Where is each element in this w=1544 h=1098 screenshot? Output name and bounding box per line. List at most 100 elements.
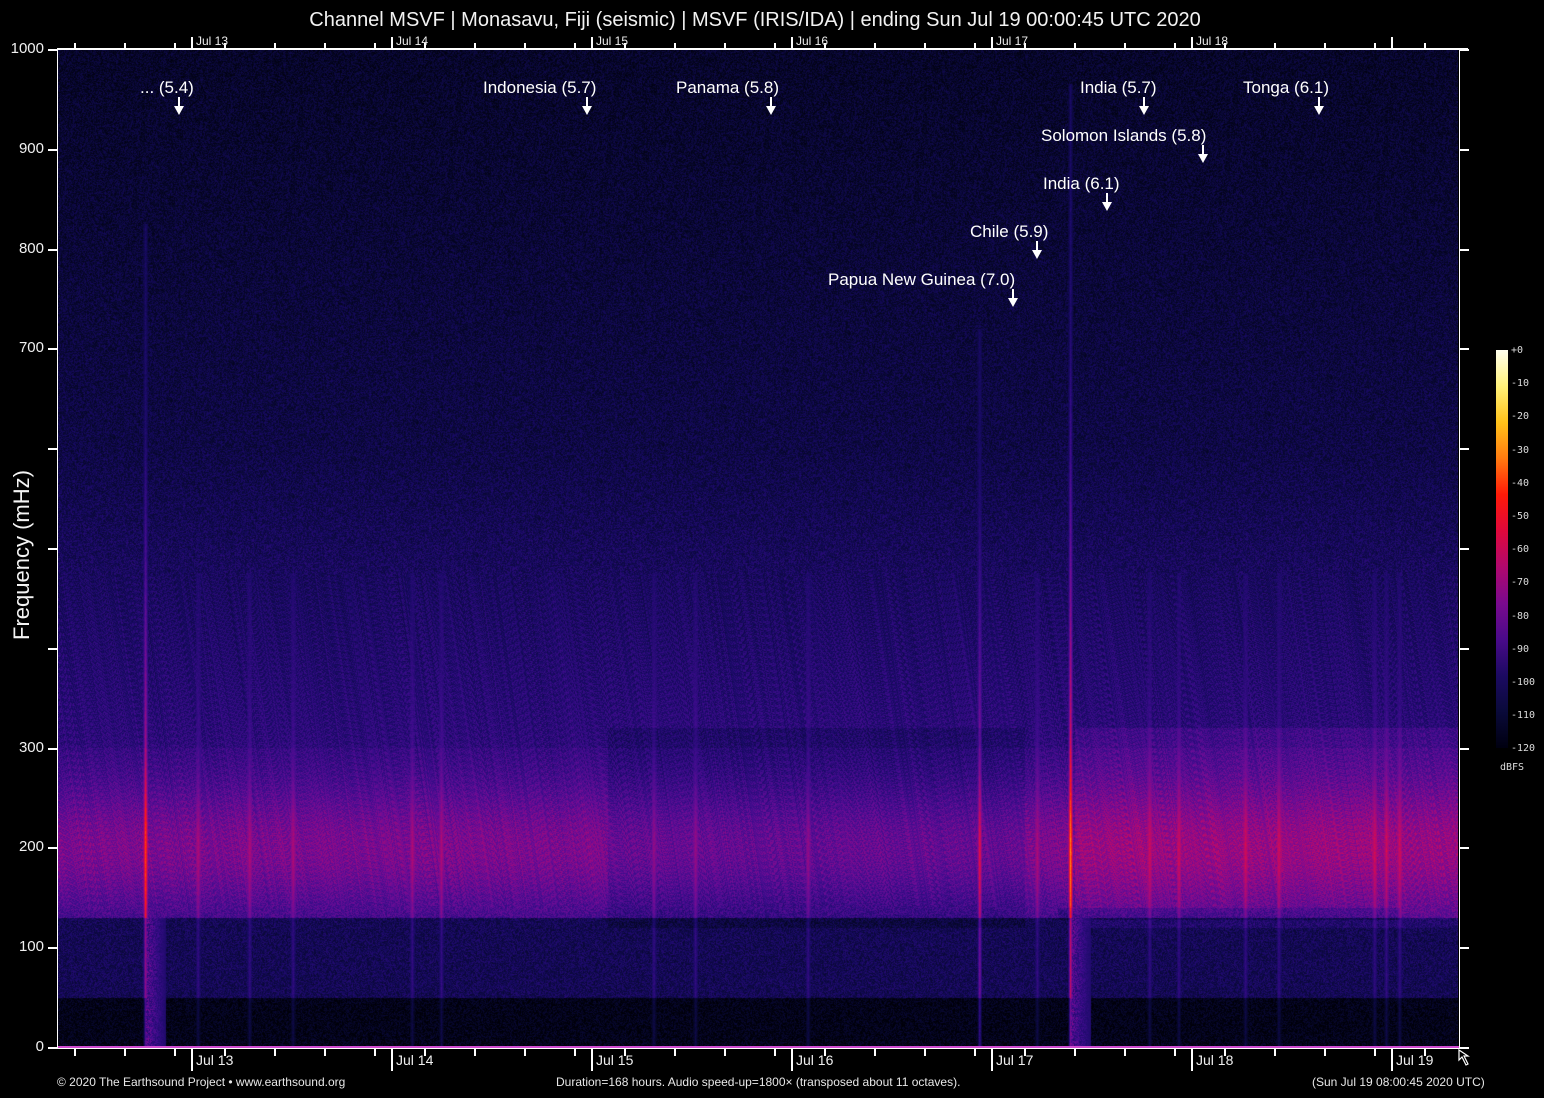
y-tick-left xyxy=(48,648,58,650)
x-minor-tick-top xyxy=(174,43,176,49)
y-tick-right xyxy=(1459,1047,1469,1049)
y-tick-left xyxy=(48,348,58,350)
y-tick-left xyxy=(48,49,58,51)
y-tick-label: 700 xyxy=(18,339,44,356)
x-minor-tick-bottom xyxy=(474,1049,476,1056)
top-axis-line xyxy=(57,48,1468,50)
x-minor-tick-bottom xyxy=(1424,1049,1426,1056)
x-minor-tick-top xyxy=(1324,43,1326,49)
event-label: Panama (5.8) xyxy=(676,78,779,97)
colorbar-tick-label: -120 xyxy=(1511,743,1536,755)
colorbar-tick-label: -20 xyxy=(1511,411,1530,423)
x-minor-tick-bottom xyxy=(974,1049,976,1056)
y-tick-left xyxy=(48,548,58,550)
arrow-shaft-icon xyxy=(770,97,772,107)
x-minor-tick-bottom xyxy=(324,1049,326,1056)
x-minor-tick-top xyxy=(774,43,776,49)
footer-duration: Duration=168 hours. Audio speed-up=1800×… xyxy=(556,1075,961,1089)
x-day-label-bottom: Jul 19 xyxy=(1396,1052,1434,1068)
x-minor-tick-bottom xyxy=(924,1049,926,1056)
x-minor-tick-bottom xyxy=(524,1049,526,1056)
colorbar xyxy=(1496,350,1508,748)
y-tick-label: 1000 xyxy=(10,40,44,57)
x-minor-tick-bottom xyxy=(674,1049,676,1056)
x-minor-tick-top xyxy=(1024,43,1026,49)
arrow-down-icon xyxy=(1198,154,1208,163)
x-minor-tick-top xyxy=(424,43,426,49)
y-tick-right xyxy=(1459,648,1469,650)
x-minor-tick-bottom xyxy=(1174,1049,1176,1056)
y-tick-label: 100 xyxy=(18,938,44,955)
y-tick-left xyxy=(48,748,58,750)
colorbar-tick-label: -30 xyxy=(1511,444,1530,456)
colorbar-tick-label: -10 xyxy=(1511,378,1530,390)
x-day-tick-top xyxy=(191,37,193,49)
x-minor-tick-top xyxy=(1224,43,1226,49)
y-tick-right xyxy=(1459,249,1469,251)
event-label: Indonesia (5.7) xyxy=(483,78,597,97)
x-day-label-bottom: Jul 15 xyxy=(596,1052,634,1068)
x-minor-tick-bottom xyxy=(1324,1049,1326,1056)
y-tick-label: 800 xyxy=(18,240,44,257)
colorbar-unit: dBFS xyxy=(1500,762,1525,773)
arrow-down-icon xyxy=(1008,298,1018,307)
arrow-shaft-icon xyxy=(1036,241,1038,251)
y-tick-right xyxy=(1459,947,1469,949)
x-day-label-top: Jul 14 xyxy=(396,34,429,48)
y-tick-left xyxy=(48,448,58,450)
arrow-down-icon xyxy=(1139,106,1149,115)
x-day-label-bottom: Jul 18 xyxy=(1196,1052,1234,1068)
x-day-label-top: Jul 13 xyxy=(196,34,229,48)
arrow-shaft-icon xyxy=(1106,193,1108,203)
x-day-tick-bottom xyxy=(991,1049,993,1071)
x-day-label-bottom: Jul 13 xyxy=(196,1052,234,1068)
y-tick-label: 300 xyxy=(18,739,44,756)
y-tick-left xyxy=(48,947,58,949)
arrow-shaft-icon xyxy=(1318,97,1320,107)
x-day-tick-top xyxy=(991,37,993,49)
event-label: Chile (5.9) xyxy=(970,222,1049,241)
x-minor-tick-bottom xyxy=(574,1049,576,1056)
x-minor-tick-top xyxy=(474,43,476,49)
x-minor-tick-top xyxy=(324,43,326,49)
x-minor-tick-bottom xyxy=(774,1049,776,1056)
x-day-tick-bottom xyxy=(191,1049,193,1071)
colorbar-tick-label: -60 xyxy=(1511,544,1530,556)
arrow-shaft-icon xyxy=(178,97,180,107)
y-tick-right xyxy=(1459,348,1469,350)
colorbar-tick-label: -100 xyxy=(1511,677,1536,688)
x-minor-tick-top xyxy=(374,43,376,49)
x-minor-tick-bottom xyxy=(1124,1049,1126,1056)
x-day-label-bottom: Jul 14 xyxy=(396,1052,434,1068)
x-minor-tick-top xyxy=(74,43,76,49)
x-minor-tick-bottom xyxy=(374,1049,376,1056)
y-tick-left xyxy=(48,249,58,251)
x-minor-tick-bottom xyxy=(1274,1049,1276,1056)
event-label: Papua New Guinea (7.0) xyxy=(828,270,1016,289)
y-axis-title: Frequency (mHz) xyxy=(9,470,34,640)
x-minor-tick-top xyxy=(1174,43,1176,49)
arrow-down-icon xyxy=(174,106,184,115)
y-tick-left xyxy=(48,847,58,849)
x-minor-tick-top xyxy=(974,43,976,49)
x-minor-tick-top xyxy=(574,43,576,49)
event-label: ... (5.4) xyxy=(140,78,194,97)
x-day-tick-bottom xyxy=(1391,1049,1393,1071)
colorbar-tick-label: -70 xyxy=(1511,577,1530,589)
x-minor-tick-bottom xyxy=(1374,1049,1376,1056)
y-tick-right xyxy=(1459,149,1469,151)
arrow-down-icon xyxy=(1314,106,1324,115)
y-tick-label: 900 xyxy=(18,140,44,157)
x-minor-tick-bottom xyxy=(124,1049,126,1056)
x-minor-tick-bottom xyxy=(74,1049,76,1056)
x-minor-tick-top xyxy=(1074,43,1076,49)
x-minor-tick-bottom xyxy=(874,1049,876,1056)
x-day-tick-bottom xyxy=(1191,1049,1193,1071)
x-day-label-bottom: Jul 16 xyxy=(796,1052,834,1068)
arrow-down-icon xyxy=(582,106,592,115)
x-day-tick-top xyxy=(391,37,393,49)
x-minor-tick-top xyxy=(824,43,826,49)
footer-copyright: © 2020 The Earthsound Project • www.eart… xyxy=(57,1075,346,1089)
mouse-cursor-icon xyxy=(1458,1049,1470,1066)
colorbar-tick-label: -40 xyxy=(1511,477,1530,489)
